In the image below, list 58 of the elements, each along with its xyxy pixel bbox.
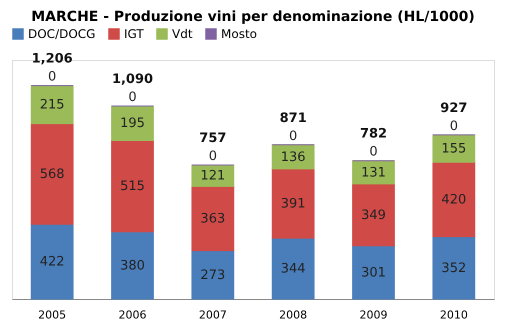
bar bbox=[30, 224, 74, 300]
data-label: 0 bbox=[289, 128, 298, 144]
data-label: 380 bbox=[120, 258, 145, 274]
bar bbox=[111, 231, 154, 300]
total-label: 1,090 bbox=[112, 72, 154, 87]
total-label: 782 bbox=[360, 126, 388, 142]
x-tick-label: 2006 bbox=[118, 308, 146, 322]
total-label: 927 bbox=[440, 100, 468, 116]
legend-label: Vdt bbox=[172, 27, 193, 41]
bar bbox=[191, 186, 234, 252]
data-label: 0 bbox=[369, 144, 378, 160]
data-label: 391 bbox=[280, 196, 306, 212]
x-tick-label: 2005 bbox=[38, 308, 66, 322]
data-label: 344 bbox=[280, 262, 306, 277]
bar bbox=[352, 160, 395, 184]
total-label: 1,206 bbox=[32, 52, 73, 67]
bar bbox=[272, 238, 315, 300]
legend-label: IGT bbox=[124, 27, 144, 41]
bar bbox=[191, 250, 234, 300]
bar bbox=[30, 85, 74, 124]
data-label: 349 bbox=[361, 208, 386, 223]
bar bbox=[111, 140, 154, 232]
data-label: 273 bbox=[200, 268, 226, 283]
bar bbox=[432, 236, 476, 300]
data-label: 422 bbox=[40, 254, 65, 270]
bar bbox=[352, 245, 395, 300]
x-tick-label: 2007 bbox=[198, 308, 227, 322]
data-label: 195 bbox=[120, 116, 145, 132]
data-label: 301 bbox=[361, 265, 386, 280]
bar bbox=[111, 105, 154, 142]
chart-title: MARCHE - Produzione vini per denominazione (HL/1000) bbox=[31, 9, 475, 25]
data-label: 155 bbox=[441, 142, 466, 157]
data-label: 131 bbox=[361, 165, 386, 180]
bar bbox=[352, 183, 395, 246]
data-label: 363 bbox=[200, 212, 226, 227]
data-label: 0 bbox=[48, 70, 56, 85]
bar bbox=[191, 164, 234, 187]
bar bbox=[432, 162, 476, 238]
data-label: 352 bbox=[441, 260, 466, 276]
data-label: 215 bbox=[40, 98, 65, 113]
data-label: 515 bbox=[120, 179, 145, 194]
data-label: 136 bbox=[280, 150, 306, 165]
legend-label: Mosto bbox=[221, 27, 257, 41]
total-label: 757 bbox=[199, 130, 226, 146]
legend-label: DOC/DOCG bbox=[28, 27, 96, 41]
data-label: 0 bbox=[128, 90, 137, 105]
bar bbox=[432, 134, 476, 163]
total-label: 871 bbox=[280, 110, 307, 126]
data-label: 420 bbox=[441, 192, 466, 208]
bar bbox=[272, 168, 315, 239]
data-label: 568 bbox=[40, 166, 65, 182]
bar bbox=[30, 123, 74, 225]
x-tick-label: 2009 bbox=[360, 308, 388, 322]
data-label: 0 bbox=[208, 148, 217, 164]
x-tick-label: 2008 bbox=[279, 308, 308, 322]
data-label: 0 bbox=[450, 118, 458, 134]
x-tick-label: 2010 bbox=[440, 308, 468, 322]
data-label: 121 bbox=[200, 168, 226, 184]
